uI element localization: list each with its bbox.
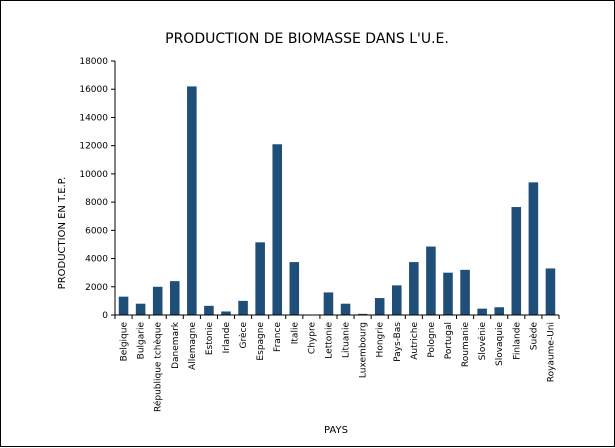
bar — [409, 262, 419, 315]
x-tick-label: Irlande — [222, 322, 232, 354]
y-tick-label: 0 — [102, 311, 108, 321]
y-axis-label: PRODUCTION EN T.E.P. — [57, 177, 68, 290]
x-tick-label: Portugal — [444, 322, 454, 359]
bar — [289, 262, 300, 315]
x-axis-label: PAYS — [324, 425, 348, 436]
x-tick-label: Chypre — [307, 322, 317, 355]
x-tick-label: Italie — [290, 322, 300, 345]
bar — [357, 313, 368, 315]
x-tick-label: Pologne — [427, 322, 437, 358]
x-tick-label: Luxembourg — [359, 322, 369, 378]
bar — [187, 86, 197, 316]
bar-series — [118, 86, 556, 316]
x-tick-label: Belgique — [120, 322, 130, 362]
bar — [272, 144, 283, 315]
chart-title: PRODUCTION DE BIOMASSE DANS L'U.E. — [165, 31, 449, 47]
x-tick-label: Pays-Bas — [393, 322, 403, 362]
bar — [545, 268, 556, 315]
bar — [426, 246, 436, 315]
bar — [391, 285, 402, 315]
y-tick-label: 18000 — [79, 57, 108, 67]
bar — [221, 311, 231, 315]
y-tick-label: 4000 — [85, 255, 108, 265]
bar — [443, 272, 453, 315]
x-tick-label: Lituanie — [342, 322, 352, 358]
bar — [152, 286, 163, 315]
x-tick-label: Suède — [528, 322, 539, 351]
bar — [118, 296, 129, 315]
bar — [204, 305, 214, 315]
x-tick-label: Grèce — [238, 322, 249, 349]
x-tick-label: Hongrie — [376, 322, 386, 358]
bar — [374, 298, 385, 315]
y-axis: 0 2000 4000 6000 8000 10000 12000 14000 16000 180… — [79, 57, 116, 321]
bar — [460, 269, 470, 315]
x-tick-label: Bulgarie — [137, 322, 147, 360]
x-tick-label: Finlande — [512, 322, 522, 360]
x-tick-label: Lettonie — [324, 322, 334, 359]
x-tick-label: Danemark — [171, 321, 181, 369]
y-tick-label: 12000 — [79, 142, 108, 152]
bar — [255, 242, 265, 315]
bar — [494, 307, 505, 315]
x-tick-label: Estonie — [205, 322, 215, 356]
y-tick-label: 16000 — [79, 85, 108, 95]
bar — [477, 308, 487, 315]
y-tick-label: 10000 — [79, 170, 108, 180]
x-tick-label: France — [273, 322, 283, 352]
x-tick-label: Slovénie — [477, 322, 488, 361]
bar — [135, 303, 146, 315]
bar — [511, 207, 522, 315]
bar — [323, 292, 334, 315]
x-axis: Belgique Bulgarie République tchèque Danema… — [114, 314, 560, 412]
x-tick-label: République tchèque — [153, 322, 164, 412]
x-tick-label: Slovaquie — [495, 322, 505, 366]
x-tick-label: Roumanie — [461, 322, 471, 368]
y-tick-label: 14000 — [79, 113, 108, 123]
x-tick-label: Autriche — [410, 322, 420, 360]
x-tick-label: Espagne — [256, 322, 266, 361]
x-tick-label: Royaume-Uni — [546, 322, 556, 382]
x-tick-label: Allemagne — [188, 322, 198, 370]
y-tick-label: 8000 — [85, 198, 108, 208]
bar — [238, 300, 248, 315]
y-tick-label: 6000 — [85, 226, 108, 236]
bar — [340, 303, 351, 315]
bar — [528, 182, 539, 315]
bar — [169, 281, 180, 315]
y-tick-label: 2000 — [85, 283, 108, 293]
